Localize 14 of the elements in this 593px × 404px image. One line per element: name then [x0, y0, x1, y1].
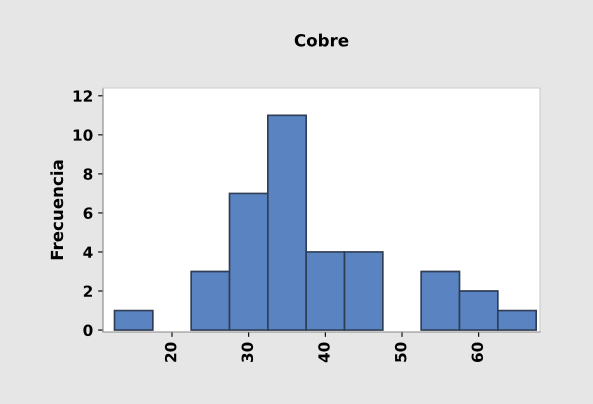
y-tick-label: 2: [84, 285, 92, 297]
x-tick-label: 40: [318, 342, 330, 362]
chart-title: Cobre: [294, 34, 348, 47]
y-tick-label: 0: [83, 324, 93, 336]
x-tick-label: 60: [472, 342, 484, 362]
y-tick-label: 6: [84, 207, 92, 219]
x-tick-label: 20: [164, 342, 176, 362]
x-tick-label: 50: [394, 342, 406, 362]
y-tick-label: 12: [74, 90, 92, 102]
y-tick-label: 4: [83, 246, 93, 258]
y-axis-title: Frecuencia: [50, 160, 64, 260]
x-tick-label: 30: [242, 342, 254, 362]
y-tick-label: 10: [74, 129, 93, 141]
y-tick-label: 8: [84, 168, 92, 180]
